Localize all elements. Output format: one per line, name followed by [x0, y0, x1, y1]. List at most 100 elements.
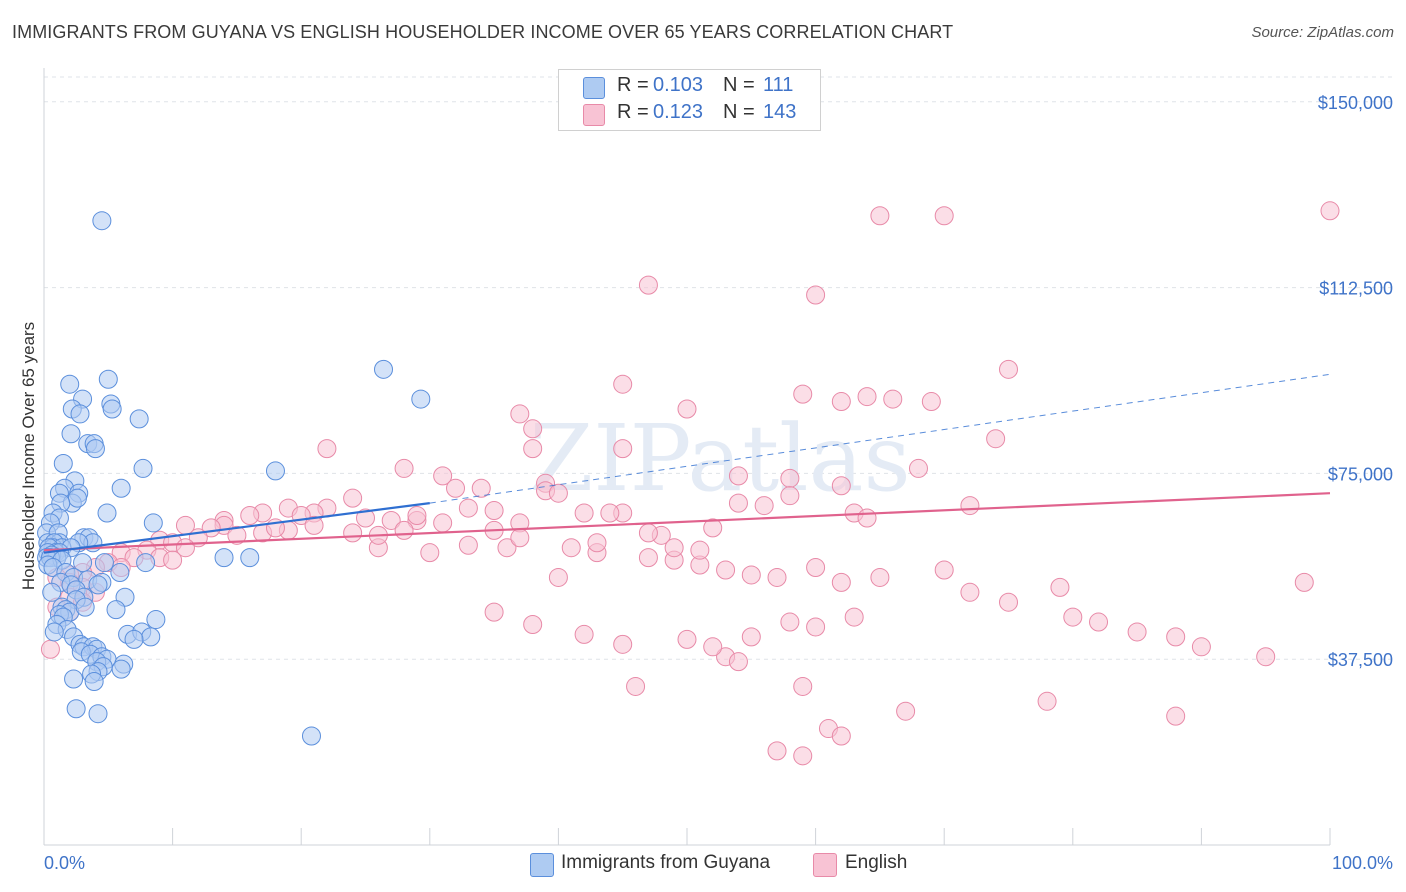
english-point: [523, 419, 543, 439]
english-point: [780, 486, 800, 506]
english-points: [40, 201, 1340, 766]
english-point: [664, 538, 684, 558]
english-point: [844, 607, 864, 627]
english-point: [626, 676, 646, 696]
english-point: [510, 528, 530, 548]
correlation-legend: R = 0.103 N = 111 R = 0.123 N = 143: [558, 69, 821, 131]
english-point: [793, 384, 813, 404]
y-tick-labels: $37,500 $75,000 $112,500 $150,000: [1318, 93, 1393, 670]
english-point: [446, 478, 466, 498]
guyana-point: [85, 439, 105, 459]
english-point: [484, 501, 504, 521]
legend-label-guyana: Immigrants from Guyana: [561, 852, 771, 873]
guyana-point: [102, 399, 122, 419]
english-point: [741, 627, 761, 647]
guyana-point: [84, 671, 104, 691]
english-point: [806, 558, 826, 578]
y-tick-label: $37,500: [1328, 650, 1393, 670]
english-point: [1166, 627, 1186, 647]
english-point: [793, 676, 813, 696]
legend-n-value: 111: [763, 74, 794, 96]
english-point: [806, 617, 826, 637]
legend-n-label: N =: [723, 101, 755, 123]
english-point: [677, 399, 697, 419]
english-point: [587, 533, 607, 553]
english-point: [677, 629, 697, 649]
guyana-point: [111, 659, 131, 679]
english-point: [741, 565, 761, 585]
english-point: [613, 634, 633, 654]
legend-r-value: 0.103: [653, 74, 704, 96]
english-point: [613, 439, 633, 459]
english-point: [394, 458, 414, 478]
guyana-point: [53, 453, 73, 473]
english-point: [703, 637, 723, 657]
english-point: [806, 285, 826, 305]
english-point: [1050, 577, 1070, 597]
trend-lines: [43, 373, 1331, 554]
guyana-points: [37, 211, 431, 746]
guyana-point: [106, 600, 126, 620]
english-point: [831, 572, 851, 592]
english-point: [1127, 622, 1147, 642]
english-point: [458, 535, 478, 555]
english-point: [793, 746, 813, 766]
legend-r-label: R =: [617, 74, 649, 96]
english-point: [484, 602, 504, 622]
english-point: [703, 518, 723, 538]
english-point: [870, 567, 890, 587]
legend-swatch-english: [583, 104, 605, 126]
guyana-point: [73, 553, 93, 573]
watermark: ZIPatlas: [529, 405, 910, 512]
guyana-point: [88, 575, 108, 595]
english-point: [831, 726, 851, 746]
english-point: [1256, 647, 1276, 667]
english-point: [921, 392, 941, 412]
series-legend: Immigrants from Guyana English: [0, 852, 1406, 878]
guyana-point: [61, 424, 81, 444]
legend-r-value: 0.123: [653, 101, 704, 123]
axes: [43, 68, 1331, 846]
english-point: [381, 510, 401, 530]
english-point: [548, 567, 568, 587]
english-point: [600, 503, 620, 523]
english-point: [407, 506, 427, 526]
english-point: [638, 523, 658, 543]
english-point: [548, 483, 568, 503]
english-trend-line: [43, 492, 1331, 552]
guyana-trend-extension: [429, 373, 1331, 504]
legend-r-label: R =: [617, 101, 649, 123]
english-point: [728, 493, 748, 513]
english-point: [510, 404, 530, 424]
english-point: [896, 701, 916, 721]
english-point: [574, 624, 594, 644]
legend-label-english: English: [845, 852, 908, 873]
english-point: [343, 488, 363, 508]
guyana-trend-line: [43, 502, 430, 554]
guyana-point: [97, 503, 117, 523]
legend-n-label: N =: [723, 74, 755, 96]
english-point: [690, 540, 710, 560]
guyana-point: [301, 726, 321, 746]
guyana-point: [110, 562, 130, 582]
english-point: [471, 478, 491, 498]
english-point: [227, 525, 247, 545]
english-point: [857, 508, 877, 528]
guyana-point: [240, 548, 260, 568]
english-point: [767, 567, 787, 587]
english-point: [999, 359, 1018, 379]
english-point: [780, 612, 800, 632]
y-axis-label: Householder Income Over 65 years: [19, 322, 38, 590]
y-tick-label: $112,500: [1319, 279, 1393, 299]
guyana-point: [44, 622, 64, 642]
english-point: [960, 496, 980, 516]
english-point: [1294, 572, 1314, 592]
x-tick-labels: 0.0% 100.0%: [44, 853, 1393, 873]
english-point: [1037, 691, 1057, 711]
guyana-point: [67, 488, 87, 508]
guyana-point: [42, 582, 62, 602]
guyana-point: [146, 610, 166, 630]
legend-swatch-guyana: [583, 77, 605, 99]
english-point: [574, 503, 594, 523]
guyana-point: [265, 461, 285, 481]
